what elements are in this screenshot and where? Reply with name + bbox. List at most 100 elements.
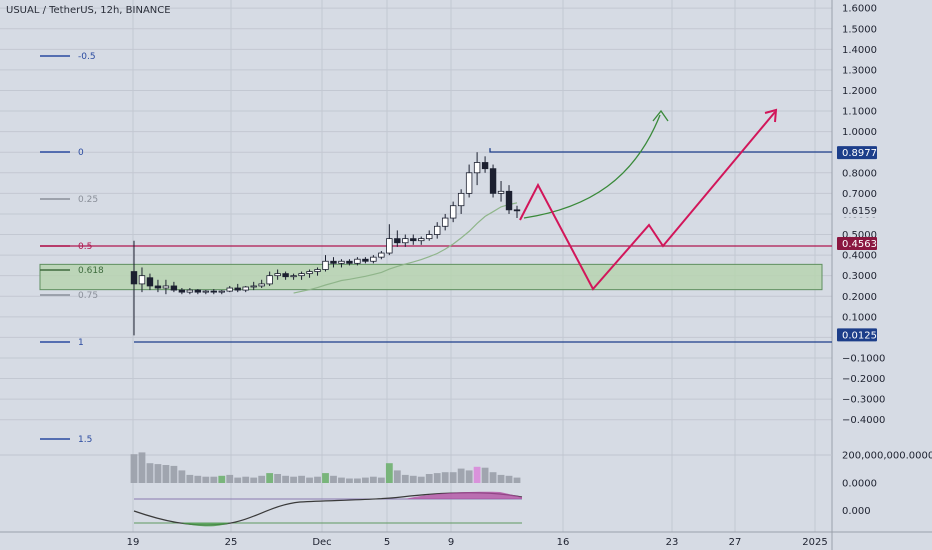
volume-bar xyxy=(138,452,146,483)
y-tick-label: 1.3000 xyxy=(842,65,877,76)
price-badge xyxy=(837,328,877,342)
candles xyxy=(130,152,521,336)
y-tick-label: 1.2000 xyxy=(842,86,877,97)
candle-body xyxy=(370,256,377,262)
volume-bar xyxy=(202,476,210,483)
candle xyxy=(322,255,329,272)
candle xyxy=(449,201,457,223)
candle xyxy=(497,181,505,202)
candle-body xyxy=(290,275,297,278)
volume-bar xyxy=(218,475,226,483)
candle-body xyxy=(378,252,385,258)
volume-bar xyxy=(481,467,489,483)
candle xyxy=(378,250,385,260)
candle xyxy=(258,279,265,289)
candle xyxy=(146,273,154,291)
volume-bar xyxy=(314,476,321,483)
volume-bar xyxy=(361,477,369,483)
candle xyxy=(346,259,353,266)
projection-green-arrowhead xyxy=(652,109,669,122)
candle-body xyxy=(210,290,217,293)
candle-body xyxy=(234,287,241,291)
volume-bar xyxy=(346,478,353,483)
volume-bar xyxy=(306,477,313,483)
y-tick-label: 0.1000 xyxy=(842,312,877,323)
candle xyxy=(457,189,465,214)
candle xyxy=(513,205,521,219)
fib-level-label: 0.75 xyxy=(78,291,98,301)
candle-body xyxy=(154,285,162,289)
candle-body xyxy=(170,285,178,291)
volume-bar xyxy=(369,476,377,483)
candle xyxy=(202,290,210,295)
candle xyxy=(242,285,249,293)
candle-body xyxy=(322,260,329,270)
volume-bar xyxy=(513,477,521,483)
candle xyxy=(162,279,170,295)
candle xyxy=(441,213,449,231)
candle xyxy=(226,285,233,293)
candle xyxy=(314,267,321,276)
volume-pane xyxy=(130,452,521,483)
fib-level-label: 0.618 xyxy=(78,266,104,276)
candle-body xyxy=(410,238,417,242)
y-tick-label: 1.0000 xyxy=(842,127,877,138)
candle xyxy=(489,164,497,198)
candle-body xyxy=(274,273,281,277)
candle-body xyxy=(434,225,441,235)
x-tick-label: 25 xyxy=(225,537,238,548)
volume-tick-label: 200,000,000.0000 xyxy=(842,451,932,462)
candle xyxy=(186,288,194,295)
price-badge-label: 0.6159 xyxy=(842,206,877,217)
candle-body xyxy=(186,289,194,293)
candle xyxy=(426,230,433,241)
candle-body xyxy=(202,290,210,293)
time-axis[interactable]: 19 25 Dec 5 9 16 23 27 2025 xyxy=(127,537,828,548)
candle xyxy=(298,271,305,280)
candle-body xyxy=(426,234,433,240)
candle xyxy=(410,234,417,245)
candle-body xyxy=(218,290,225,293)
fib-zone xyxy=(39,263,823,291)
volume-bar xyxy=(258,475,266,483)
fib-level-label: 0 xyxy=(78,148,84,158)
volume-bar xyxy=(385,463,393,483)
price-badge-label: 0.8977 xyxy=(842,148,877,159)
candle xyxy=(306,269,313,278)
volume-bar xyxy=(473,466,481,483)
candle-body xyxy=(250,285,257,288)
candle xyxy=(418,236,425,245)
candle-body xyxy=(465,172,473,194)
fib-level-label: 0.5 xyxy=(78,242,92,252)
candle xyxy=(210,289,217,295)
candle xyxy=(370,255,377,264)
volume-bar xyxy=(354,478,361,483)
volume-bar xyxy=(234,477,242,483)
volume-bar xyxy=(377,477,385,483)
candle-body xyxy=(346,260,353,264)
projection-green-path xyxy=(523,114,661,219)
candle-body xyxy=(162,285,170,289)
volume-bar xyxy=(266,473,274,483)
projections xyxy=(519,108,778,291)
candle-body xyxy=(394,238,401,244)
volume-tick-label: 0.0000 xyxy=(842,479,877,490)
candle xyxy=(465,164,473,198)
y-tick-label: −0.3000 xyxy=(842,395,885,406)
y-tick-label: −0.1000 xyxy=(842,353,885,364)
volume-bar xyxy=(330,475,337,483)
volume-bar xyxy=(449,472,457,483)
y-tick-label: 1.1000 xyxy=(842,107,877,118)
candle xyxy=(154,279,162,293)
candle xyxy=(266,271,273,286)
price-badge-label: 0.4563 xyxy=(842,239,877,250)
price-axis[interactable]: 1.6000 1.5000 1.4000 1.3000 1.2000 1.1000 1.00… xyxy=(837,4,932,517)
candle xyxy=(362,257,369,264)
candle-body xyxy=(146,277,154,287)
volume-bar xyxy=(322,473,329,483)
volume-bar xyxy=(409,475,417,483)
candle-body xyxy=(282,273,289,278)
volume-bar xyxy=(457,468,465,483)
